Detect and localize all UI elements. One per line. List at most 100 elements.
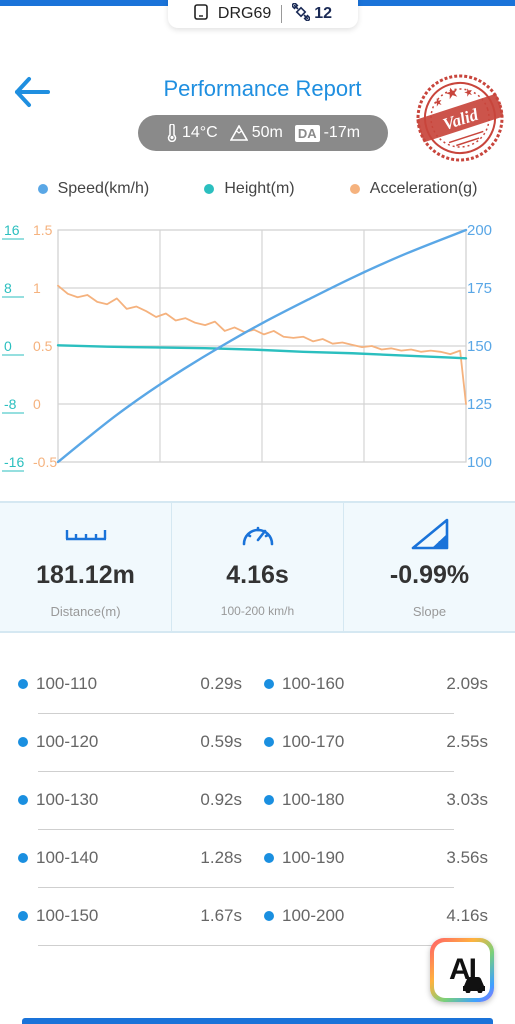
split-bullet xyxy=(18,679,28,689)
split-range-label: 100-150 xyxy=(36,906,99,925)
acceleration-series-line xyxy=(57,284,467,405)
split-divider xyxy=(38,829,454,830)
split-right-range: 100-200 xyxy=(264,906,344,926)
split-right-range: 100-190 xyxy=(264,848,344,868)
pill-separator xyxy=(281,5,283,23)
split-times-list: 100-110 0.29s 100-160 2.09s 100-120 0.59s 100-… xyxy=(0,656,515,946)
split-row: 100-140 1.28s 100-190 3.56s xyxy=(0,830,515,888)
height-tick-label: -8 xyxy=(4,396,17,412)
device-icon xyxy=(194,3,208,25)
legend-label-height: Height(m) xyxy=(224,180,295,197)
split-bullet xyxy=(18,737,28,747)
legend-item-height[interactable]: Height(m) xyxy=(204,180,295,198)
altitude-segment: 50m xyxy=(229,124,283,142)
split-left-range: 100-140 xyxy=(18,848,98,868)
height-tick-label: 0 xyxy=(4,338,12,354)
legend-dot-acceleration xyxy=(349,184,360,194)
split-left-time: 0.92s xyxy=(200,790,242,809)
split-row: 100-120 0.59s 100-170 2.55s xyxy=(0,714,515,772)
height-tick-label: 8 xyxy=(4,280,12,296)
density-altitude-value: -17m xyxy=(323,124,361,141)
slope-label: Slope xyxy=(412,604,447,619)
split-left-range: 100-120 xyxy=(18,732,98,752)
split-divider xyxy=(38,945,454,946)
legend-item-acceleration[interactable]: Acceleration(g) xyxy=(349,180,478,198)
speed-tick-label: 150 xyxy=(467,338,492,355)
speed-tick-label: 175 xyxy=(467,280,492,297)
back-button[interactable] xyxy=(12,74,52,110)
mountain-icon xyxy=(229,125,248,141)
bottom-border xyxy=(22,1018,493,1024)
split-left-time: 0.29s xyxy=(200,674,242,693)
split-range-label: 100-190 xyxy=(282,848,345,867)
slope-icon xyxy=(410,517,450,551)
legend-dot-height xyxy=(204,184,215,194)
page-title: Performance Report xyxy=(163,76,362,101)
back-arrow-icon xyxy=(15,77,50,107)
car-icon xyxy=(463,977,485,993)
acceleration-tick-label: 1 xyxy=(33,280,41,296)
temperature-value: 14°C xyxy=(181,124,218,141)
speed-tick-label: 100 xyxy=(467,454,492,471)
split-right-time: 4.16s xyxy=(446,906,488,925)
acceleration-tick-label: -0.5 xyxy=(33,454,57,470)
split-left-range: 100-130 xyxy=(18,790,98,810)
split-row: 100-110 0.29s 100-160 2.09s xyxy=(0,656,515,714)
speed-tick-label: 125 xyxy=(467,396,492,413)
distance-value: 181.12m xyxy=(36,561,135,589)
split-divider xyxy=(38,713,454,714)
distance-stat: 181.12m Distance(m) xyxy=(0,503,171,631)
split-bullet xyxy=(18,795,28,805)
device-status-pill[interactable]: DRG69 12 xyxy=(168,0,358,28)
height-tick-label: 16 xyxy=(4,222,20,238)
split-right-time: 2.09s xyxy=(446,674,488,693)
split-range-label: 100-160 xyxy=(282,674,345,693)
ai-assistant-button[interactable]: AI xyxy=(430,938,494,1002)
split-bullet xyxy=(18,853,28,863)
split-range-label: 100-200 xyxy=(282,906,345,925)
height-series-line xyxy=(56,344,468,360)
split-bullet xyxy=(264,795,274,805)
split-right-time: 3.03s xyxy=(446,790,488,809)
satellite-icon xyxy=(290,1,312,26)
split-left-range: 100-150 xyxy=(18,906,98,926)
thermometer-icon xyxy=(167,124,177,142)
temperature-segment: 14°C xyxy=(166,124,218,142)
legend-label-acceleration: Acceleration(g) xyxy=(369,180,478,197)
split-range-label: 100-130 xyxy=(36,790,99,809)
split-divider xyxy=(38,771,454,772)
time-stat: 4.16s 100-200 km/h xyxy=(171,503,343,631)
split-range-label: 100-180 xyxy=(282,790,345,809)
time-label: 100-200 km/h xyxy=(220,604,295,618)
slope-value: -0.99% xyxy=(389,561,470,589)
speed-tick-label: 200 xyxy=(467,222,492,239)
split-row: 100-150 1.67s 100-200 4.16s xyxy=(0,888,515,946)
satellite-count: 12 xyxy=(290,1,333,26)
split-bullet xyxy=(264,853,274,863)
altitude-value: 50m xyxy=(251,124,283,141)
split-row: 100-130 0.92s 100-180 3.03s xyxy=(0,772,515,830)
chart-legend: Speed(km/h) Height(m) Acceleration(g) xyxy=(0,180,515,198)
split-bullet xyxy=(264,679,274,689)
legend-item-speed[interactable]: Speed(km/h) xyxy=(37,180,150,198)
performance-chart[interactable]: 16 8 0 -8 -16 1.5 1 0.5 0 -0.5 200 175 150 125 100 xyxy=(0,218,515,478)
acceleration-tick-label: 1.5 xyxy=(33,222,53,238)
legend-label-speed: Speed(km/h) xyxy=(57,180,150,197)
speedometer-icon xyxy=(240,517,276,551)
stats-panel: 181.12m Distance(m) 4.16s 100-200 km/h -… xyxy=(0,501,515,633)
density-altitude-segment: DA -17m xyxy=(294,124,361,142)
split-left-time: 1.28s xyxy=(200,848,242,867)
valid-stamp-icon: Valid xyxy=(416,74,504,162)
ai-icon: AI xyxy=(434,942,490,998)
conditions-pill: 14°C 50m DA -17m xyxy=(138,115,388,151)
split-bullet xyxy=(264,911,274,921)
split-bullet xyxy=(264,737,274,747)
split-left-range: 100-110 xyxy=(18,674,97,694)
device-id: DRG69 xyxy=(217,5,272,22)
satellite-number: 12 xyxy=(314,5,333,22)
split-range-label: 100-110 xyxy=(36,674,98,693)
split-divider xyxy=(38,887,454,888)
split-right-range: 100-180 xyxy=(264,790,344,810)
time-value: 4.16s xyxy=(226,561,289,589)
split-right-time: 3.56s xyxy=(446,848,488,867)
